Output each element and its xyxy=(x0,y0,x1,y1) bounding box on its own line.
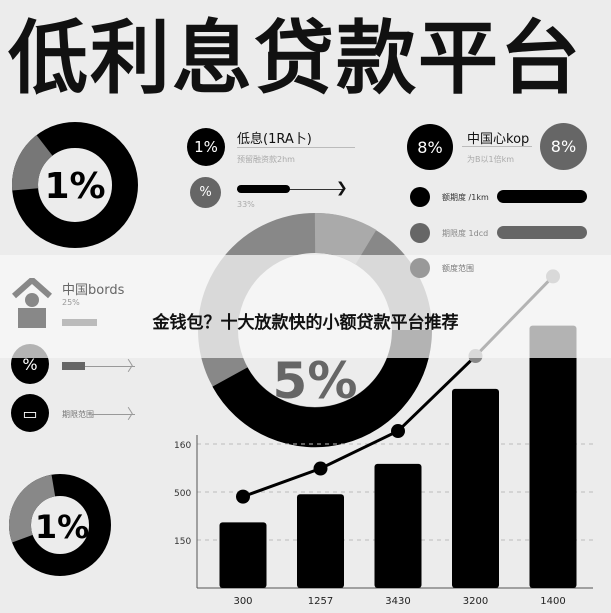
play-icon xyxy=(410,223,430,243)
china-title: 中国心kop xyxy=(467,132,530,147)
progress-bar xyxy=(237,185,290,193)
house-pin-icon xyxy=(12,278,52,328)
arrow-right-icon: ❯ xyxy=(336,180,348,196)
bar xyxy=(297,494,344,588)
center-donut-label: 5% xyxy=(273,352,358,410)
trend-point xyxy=(313,461,328,476)
x-tick-label: 300 xyxy=(233,596,252,607)
dot-icon xyxy=(410,258,430,278)
arrow-right-icon: 〉 xyxy=(127,359,141,375)
left-donut-label: 1% xyxy=(44,166,105,207)
left-item-label: 中国bords xyxy=(62,283,125,298)
low-rate-badge: 1% xyxy=(187,128,225,166)
left-item-bar xyxy=(62,362,85,370)
bar xyxy=(219,522,267,588)
arrow-line xyxy=(85,366,135,367)
divider xyxy=(237,147,355,148)
progress-badge: % xyxy=(190,177,221,208)
arrow-line xyxy=(92,414,135,415)
caption-text: 金钱包？十大放款快的小额贷款平台推荐 xyxy=(152,313,459,333)
y-tick-label: 150 xyxy=(174,537,191,547)
trend-point xyxy=(236,489,250,504)
left-item-bar xyxy=(62,319,97,326)
monitor-icon: ▭ xyxy=(11,394,49,432)
progress-value: 33% xyxy=(237,200,255,209)
low-rate-title: 低息(1RA卜) xyxy=(237,132,312,147)
caption-banner xyxy=(0,255,611,358)
x-tick-label: 3430 xyxy=(385,596,410,607)
x-tick-label: 1257 xyxy=(308,596,333,607)
left-donut: 1% xyxy=(12,122,138,248)
y-tick-label: 500 xyxy=(174,489,191,499)
right-row-bar xyxy=(497,190,587,203)
trend-point xyxy=(391,424,405,439)
right-row-label: 期限度 1dcd xyxy=(442,229,489,238)
right-row-bar xyxy=(497,226,587,239)
y-tick-label: 160 xyxy=(174,441,191,451)
low-rate-subtitle: 预留融资款2hm xyxy=(237,155,295,164)
bar xyxy=(452,388,499,588)
china-badge: 8% xyxy=(407,124,453,170)
x-tick-label: 1400 xyxy=(540,596,565,607)
bottom-donut: 1% xyxy=(9,474,111,576)
right-row-label: 额期度 /1km xyxy=(442,193,489,202)
bar xyxy=(529,325,577,588)
arrow-right-icon: 〉 xyxy=(127,407,141,423)
bottom-donut-label: 1% xyxy=(35,508,89,546)
left-item-label: 期限范围 xyxy=(62,410,94,419)
left-item-sub: 25% xyxy=(62,298,80,307)
user-icon xyxy=(410,187,430,207)
arrow-line xyxy=(237,189,343,190)
china-badge-right: 8% xyxy=(540,123,587,170)
right-row-label: 额度范围 xyxy=(442,264,474,273)
bar xyxy=(374,463,422,588)
divider xyxy=(462,146,532,147)
page-title: 低利息贷款平台 xyxy=(8,12,582,105)
x-tick-label: 3200 xyxy=(463,596,488,607)
china-subtitle: 为B以1倍km xyxy=(467,155,515,164)
